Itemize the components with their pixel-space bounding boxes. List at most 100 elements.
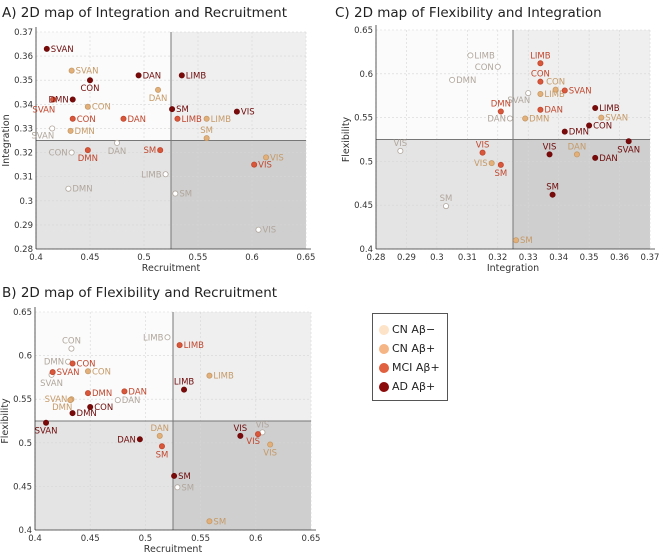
data-point xyxy=(561,128,568,135)
data-point xyxy=(43,45,50,52)
x-tick-label: 0.65 xyxy=(297,253,316,263)
data-label: LIMB xyxy=(544,90,565,100)
data-point xyxy=(237,432,244,439)
data-point xyxy=(67,127,74,134)
data-label: VIS xyxy=(246,437,260,447)
data-label: VIS xyxy=(474,159,488,169)
data-label: DMN xyxy=(75,127,95,137)
data-point xyxy=(203,115,210,122)
data-label: CON xyxy=(531,70,550,80)
data-point xyxy=(592,104,599,111)
y-tick-label: 0.45 xyxy=(354,201,373,211)
data-label: SM xyxy=(179,190,192,200)
data-label: DMN xyxy=(529,114,549,124)
data-point xyxy=(255,226,262,233)
y-tick-label: 0.65 xyxy=(354,26,373,36)
data-point xyxy=(561,87,568,94)
data-label: DAN xyxy=(568,142,587,152)
y-tick-label: 0.6 xyxy=(18,352,32,362)
data-label: SVAN xyxy=(605,114,628,124)
data-label: VIS xyxy=(263,449,277,459)
data-label: DMN xyxy=(44,358,64,368)
x-axis-label: Integration xyxy=(487,263,539,274)
y-tick-label: 0.65 xyxy=(13,308,32,318)
x-tick-label: 0.37 xyxy=(641,253,660,263)
legend-label: CN Aβ+ xyxy=(392,342,436,355)
data-label: SVAN xyxy=(507,96,530,106)
data-point xyxy=(176,342,183,349)
x-tick-label: 0.4 xyxy=(29,253,43,263)
data-label: VIS xyxy=(256,420,270,430)
data-point xyxy=(50,96,57,103)
data-label: VIS xyxy=(241,108,255,118)
data-label: LIMB xyxy=(530,51,551,61)
quadrant-bottom-left xyxy=(36,140,171,249)
data-label: LIMB xyxy=(186,71,207,81)
y-tick-label: 0.4 xyxy=(359,245,373,255)
y-axis-label: Flexibility xyxy=(0,398,11,444)
data-label: DMN xyxy=(48,96,68,106)
chart-title: C) 2D map of Flexibility and Integration xyxy=(335,5,602,21)
data-point xyxy=(121,388,128,395)
data-label: CON xyxy=(475,63,494,73)
chart-title: A) 2D map of Integration and Recruitment xyxy=(2,5,287,21)
data-point xyxy=(479,149,486,156)
quadrant-top-left xyxy=(36,32,171,141)
data-label: SM xyxy=(156,450,169,460)
data-point xyxy=(135,72,142,79)
data-label: VIS xyxy=(233,424,247,434)
data-label: DAN xyxy=(108,147,127,157)
data-label: SVAN xyxy=(617,145,640,155)
data-point xyxy=(84,390,91,397)
panel-a: 0.4 0.45 0.5 0.55 0.6 0.65 0.28 0.29 0.3 0.31 0.32… xyxy=(1,5,315,274)
data-point xyxy=(497,161,504,168)
data-label: SM xyxy=(494,169,507,179)
quadrant-bottom-right xyxy=(513,139,650,249)
x-tick-label: 0.28 xyxy=(367,253,386,263)
x-tick-label: 0.5 xyxy=(139,534,153,544)
y-tick-label: 0.33 xyxy=(14,124,33,134)
data-label: LIMB xyxy=(599,104,620,114)
data-point xyxy=(174,484,181,491)
data-label: DAN xyxy=(150,424,169,434)
quadrant-bottom-left xyxy=(376,139,513,249)
y-tick-label: 0.32 xyxy=(14,149,33,159)
data-point xyxy=(525,90,532,97)
data-point xyxy=(114,139,121,146)
data-label: DMN xyxy=(491,99,511,109)
data-label: CON xyxy=(546,78,565,88)
data-point xyxy=(537,106,544,113)
data-label: CON xyxy=(49,149,68,159)
data-point xyxy=(69,410,76,417)
data-point xyxy=(84,147,91,154)
data-label: DAN xyxy=(128,387,147,397)
data-label: VIS xyxy=(262,226,276,236)
y-tick-label: 0.34 xyxy=(14,100,33,110)
data-point xyxy=(68,149,75,156)
data-label: DAN xyxy=(127,115,146,125)
data-point xyxy=(506,115,513,122)
data-label: CON xyxy=(77,115,96,125)
data-label: DAN xyxy=(143,71,162,81)
data-point xyxy=(573,151,580,158)
data-point xyxy=(397,147,404,154)
x-tick-label: 0.3 xyxy=(430,253,444,263)
data-point xyxy=(178,72,185,79)
data-label: SM xyxy=(143,146,156,156)
y-tick-label: 0.5 xyxy=(359,157,373,167)
data-label: SVAN xyxy=(76,67,99,77)
data-point xyxy=(263,154,270,161)
data-label: VIS xyxy=(543,142,557,152)
x-tick-label: 0.55 xyxy=(191,534,210,544)
data-label: VIS xyxy=(270,153,284,163)
data-point xyxy=(537,90,544,97)
x-tick-label: 0.36 xyxy=(610,253,629,263)
data-point xyxy=(267,441,274,448)
data-point xyxy=(87,77,94,84)
quadrant-bottom-right xyxy=(173,421,311,530)
legend-dot xyxy=(379,343,389,354)
x-tick-label: 0.35 xyxy=(580,253,599,263)
data-label: LIMB xyxy=(474,51,495,61)
y-tick-label: 0.55 xyxy=(354,114,373,124)
x-tick-label: 0.34 xyxy=(549,253,568,263)
